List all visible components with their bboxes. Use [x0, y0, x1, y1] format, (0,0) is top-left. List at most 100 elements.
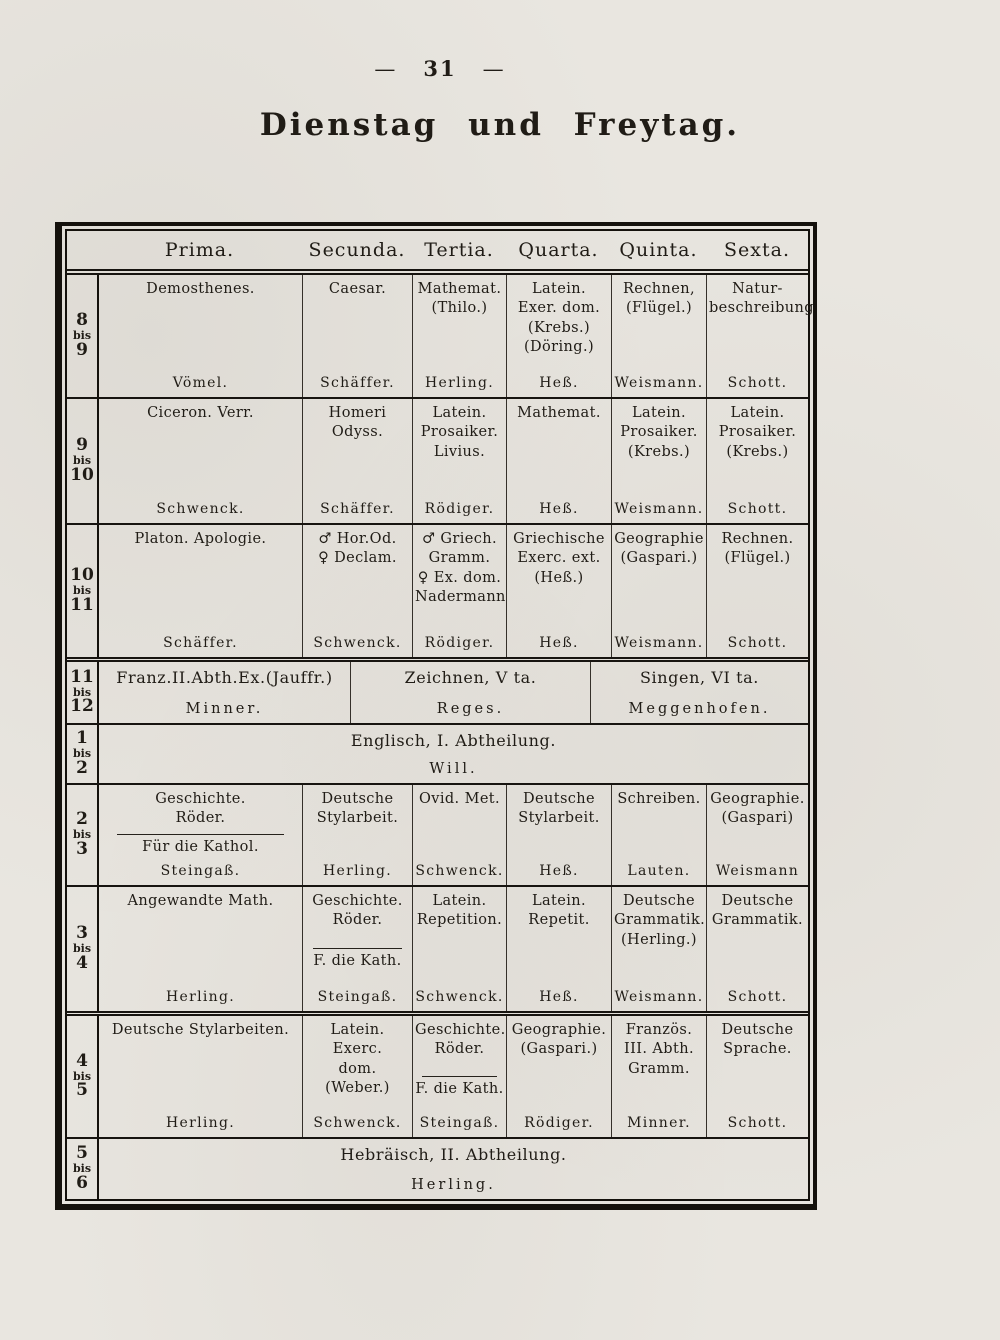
timetable-cell-merged: Singen, VI ta. Meggenhofen.: [590, 662, 808, 723]
subject-text: Latein. Exer. dom. (Krebs.) (Döring.): [517, 281, 601, 355]
time-separator: bis: [72, 828, 92, 842]
subject-text: Franz.II.Abth.Ex.(Jauffr.): [116, 668, 333, 687]
subject-text: Geographie. (Gaspari.): [511, 1022, 607, 1058]
subject-text: Natur- beschreibung: [709, 281, 814, 317]
timetable-cell: ♂ Hor.Od. ♀ Declam. Schwenck.: [302, 525, 412, 657]
teacher-name: Schäffer.: [320, 375, 395, 391]
teacher-name: Schäffer.: [163, 635, 238, 651]
timetable-cell-fullspan: Englisch, I. Abtheilung. Will.: [97, 725, 808, 783]
time-to: 9: [76, 339, 88, 360]
timetable-cell: Angewandte Math. Herling.: [97, 887, 302, 1011]
subject-text: Geschichte. Röder.: [312, 893, 403, 929]
teacher-name: Rödiger.: [424, 501, 495, 517]
subject-text: Französ. III. Abth. Gramm.: [624, 1022, 694, 1077]
teacher-name: Schäffer.: [320, 501, 395, 517]
time-slot: 5 bis 6: [67, 1139, 97, 1199]
timetable-cell-merged: Franz.II.Abth.Ex.(Jauffr.) Minner.: [97, 662, 350, 723]
subject-text: Rechnen. (Flügel.): [721, 531, 794, 567]
time-to: 3: [76, 838, 88, 859]
teacher-name: Lauten.: [627, 863, 691, 879]
subject-text: Geographie. (Gaspari): [710, 791, 805, 827]
teacher-name: Steingaß.: [419, 1115, 500, 1131]
page-number-dash-left: —: [374, 57, 398, 81]
subject-text: ♂ Hor.Od. ♀ Declam.: [318, 531, 397, 567]
sub-section: F. die Kath.: [305, 948, 410, 971]
teacher-name: Weismann.: [614, 989, 704, 1005]
time-slot: 8 bis 9: [67, 275, 97, 397]
sub-section: Für die Kathol.: [101, 834, 300, 857]
time-to: 2: [76, 757, 88, 778]
timetable-cell: Mathemat. (Thilo.) Herling.: [412, 275, 506, 397]
teacher-name: Weismann: [715, 863, 800, 879]
time-to: 11: [70, 594, 94, 615]
subject-text: Geschichte. Röder.: [155, 791, 246, 827]
subject-text: Deutsche Grammatik. (Herling.): [614, 893, 706, 948]
time-to: 4: [76, 952, 88, 973]
timetable-cell: Geschichte. Röder. F. die Kath. Steingaß…: [302, 887, 412, 1011]
subject-text: Latein. Prosaiker. Livius.: [420, 405, 499, 460]
timetable-row-8-9: 8 bis 9 Demosthenes. Vömel. Caesar. Schä…: [67, 275, 814, 397]
subject-text: Angewandte Math.: [127, 893, 274, 909]
time-separator: bis: [72, 942, 92, 956]
column-header-quinta: Quinta.: [619, 239, 698, 261]
time-separator: bis: [72, 685, 92, 699]
note-text: F. die Kath.: [313, 953, 402, 970]
teacher-name: Heß.: [539, 501, 579, 517]
timetable-row-4-5: 4 bis 5 Deutsche Stylarbeiten. Herling. …: [67, 1011, 808, 1137]
sub-section: F. die Kath.: [415, 1075, 504, 1099]
teacher-name: Schwenck.: [415, 989, 504, 1005]
time-separator: bis: [72, 584, 92, 598]
teacher-name: Herling.: [166, 1115, 235, 1131]
timetable-cell: Französ. III. Abth. Gramm. Minner.: [611, 1016, 706, 1137]
teacher-name: Meggenhofen.: [628, 701, 771, 717]
timetable-cell: Caesar. Schäffer.: [302, 275, 412, 397]
page-number-dash-right: —: [482, 57, 506, 81]
subject-text: Latein. Repetition.: [416, 893, 503, 929]
timetable-cell: Deutsche Sprache. Schott.: [706, 1016, 808, 1137]
timetable-cell-merged: Zeichnen, V ta. Reges.: [350, 662, 590, 723]
timetable-cell: Geographie. (Gaspari) Weismann: [706, 785, 808, 885]
timetable-cell: Geschichte. Röder. Für die Kathol. Stein…: [97, 785, 302, 885]
timetable-cell: Griechische Exerc. ext. (Heß.) Heß.: [506, 525, 611, 657]
timetable-cell: Rechnen. (Flügel.) Schott.: [706, 525, 808, 657]
teacher-name: Heß.: [539, 863, 579, 879]
timetable-cell: Rechnen, (Flügel.) Weismann.: [611, 275, 706, 397]
time-from: 3: [76, 923, 88, 944]
timetable-cell: ♂ Griech. Gramm. ♀ Ex. dom. Nadermann Rö…: [412, 525, 506, 657]
teacher-name: Weismann.: [614, 635, 704, 651]
subject-text: Latein. Repetit.: [528, 893, 590, 929]
subject-text: Latein. Prosaiker. (Krebs.): [718, 405, 797, 460]
time-slot: 4 bis 5: [67, 1016, 97, 1137]
timetable-cell: Homeri Odyss. Schäffer.: [302, 399, 412, 523]
subject-text: Platon. Apologie.: [134, 531, 267, 547]
time-to: 5: [76, 1080, 88, 1101]
subject-text: Ciceron. Verr.: [147, 405, 254, 421]
subject-text: Griechische Exerc. ext. (Heß.): [513, 531, 605, 586]
timetable-cell: Deutsche Stylarbeit. Heß.: [506, 785, 611, 885]
subject-text: Deutsche Sprache.: [721, 1022, 794, 1058]
teacher-name: Heß.: [539, 989, 579, 1005]
time-slot: 3 bis 4: [67, 887, 97, 1011]
timetable-row-11-12: 11 bis 12 Franz.II.Abth.Ex.(Jauffr.) Min…: [67, 657, 808, 723]
timetable-row-5-6: 5 bis 6 Hebräisch, II. Abtheilung. Herli…: [67, 1137, 808, 1199]
subject-text: Deutsche Stylarbeit.: [518, 791, 600, 827]
subject-text: Mathemat. (Thilo.): [417, 281, 502, 317]
section-divider-line: [422, 1075, 497, 1077]
teacher-name: Schott.: [727, 1115, 788, 1131]
teacher-name: Schwenck.: [415, 863, 504, 879]
timetable-row-3-4: 3 bis 4 Angewandte Math. Herling. Geschi…: [67, 885, 808, 1011]
timetable-cell: Deutsche Stylarbeit. Herling.: [302, 785, 412, 885]
teacher-name: Schott.: [727, 375, 788, 391]
page-title: Dienstag und Freytag.: [259, 107, 741, 143]
teacher-name: Schwenck.: [313, 1115, 402, 1131]
teacher-name: Herling.: [425, 375, 494, 391]
time-separator: bis: [72, 329, 92, 343]
time-slot: 2 bis 3: [67, 785, 97, 885]
timetable-cell: Latein. Exer. dom. (Krebs.) (Döring.) He…: [506, 275, 611, 397]
time-from: 2: [76, 809, 88, 830]
column-header-tertia: Tertia.: [424, 239, 494, 261]
timetable-cell: Latein. Repetit. Heß.: [506, 887, 611, 1011]
column-header-quarta: Quarta.: [518, 239, 599, 261]
timetable-cell: Geschichte. Röder. F. die Kath. Steingaß…: [412, 1016, 506, 1137]
subject-text: Geographie (Gaspari.): [614, 531, 704, 567]
